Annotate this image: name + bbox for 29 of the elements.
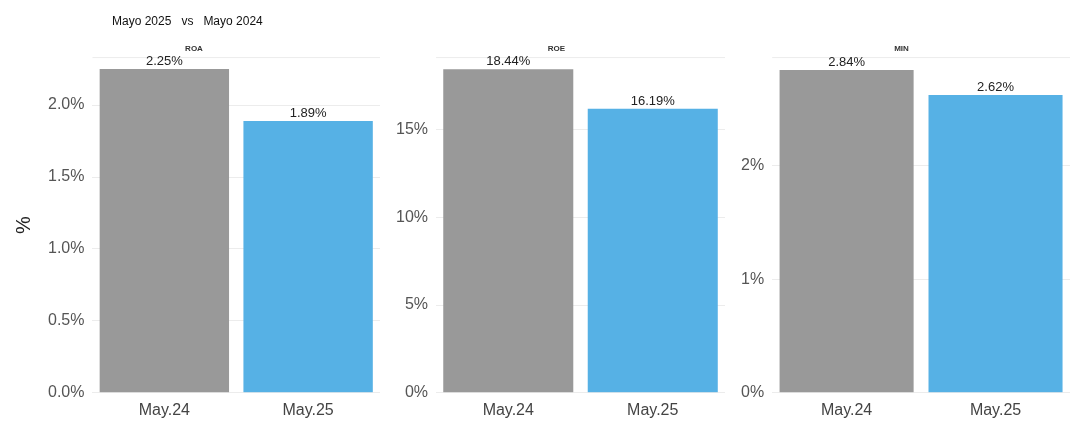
y-tick-label: 15% <box>395 119 429 137</box>
x-tick-label: May.25 <box>627 400 679 418</box>
data-label: 2.84% <box>828 54 866 70</box>
y-tick-label: 1.0% <box>48 239 85 257</box>
data-label: 2.62% <box>977 79 1015 95</box>
data-label: 1.89% <box>289 104 327 120</box>
x-tick-label: May.24 <box>820 400 873 418</box>
chart-title: ROA <box>185 44 204 53</box>
data-label: 18.44% <box>486 53 531 69</box>
chart-title: MIN <box>894 44 910 53</box>
y-tick-label: 1% <box>741 269 765 287</box>
x-tick-label: May.24 <box>482 400 535 418</box>
y-tick-label: 0% <box>404 383 429 401</box>
x-tick-label: May.24 <box>138 400 191 418</box>
y-tick-label: 0.5% <box>48 311 85 329</box>
y-tick-label: 0% <box>741 383 765 401</box>
y-tick-label: 1.5% <box>48 167 85 185</box>
x-tick-label: May.25 <box>969 400 1022 418</box>
y-axis-title: % <box>11 216 34 235</box>
x-tick-label: May.25 <box>282 400 334 418</box>
y-tick-label: 2% <box>741 155 765 173</box>
y-tick-label: 10% <box>395 207 429 225</box>
data-label: 16.19% <box>630 92 676 108</box>
chart-title: ROE <box>547 44 566 53</box>
data-label: 2.25% <box>145 53 184 69</box>
text: Mayo 2025 vs Mayo 2024 <box>111 13 264 30</box>
y-tick-label: 2.0% <box>48 95 85 113</box>
y-tick-label: 0.0% <box>48 383 85 401</box>
y-tick-label: 5% <box>404 295 429 313</box>
